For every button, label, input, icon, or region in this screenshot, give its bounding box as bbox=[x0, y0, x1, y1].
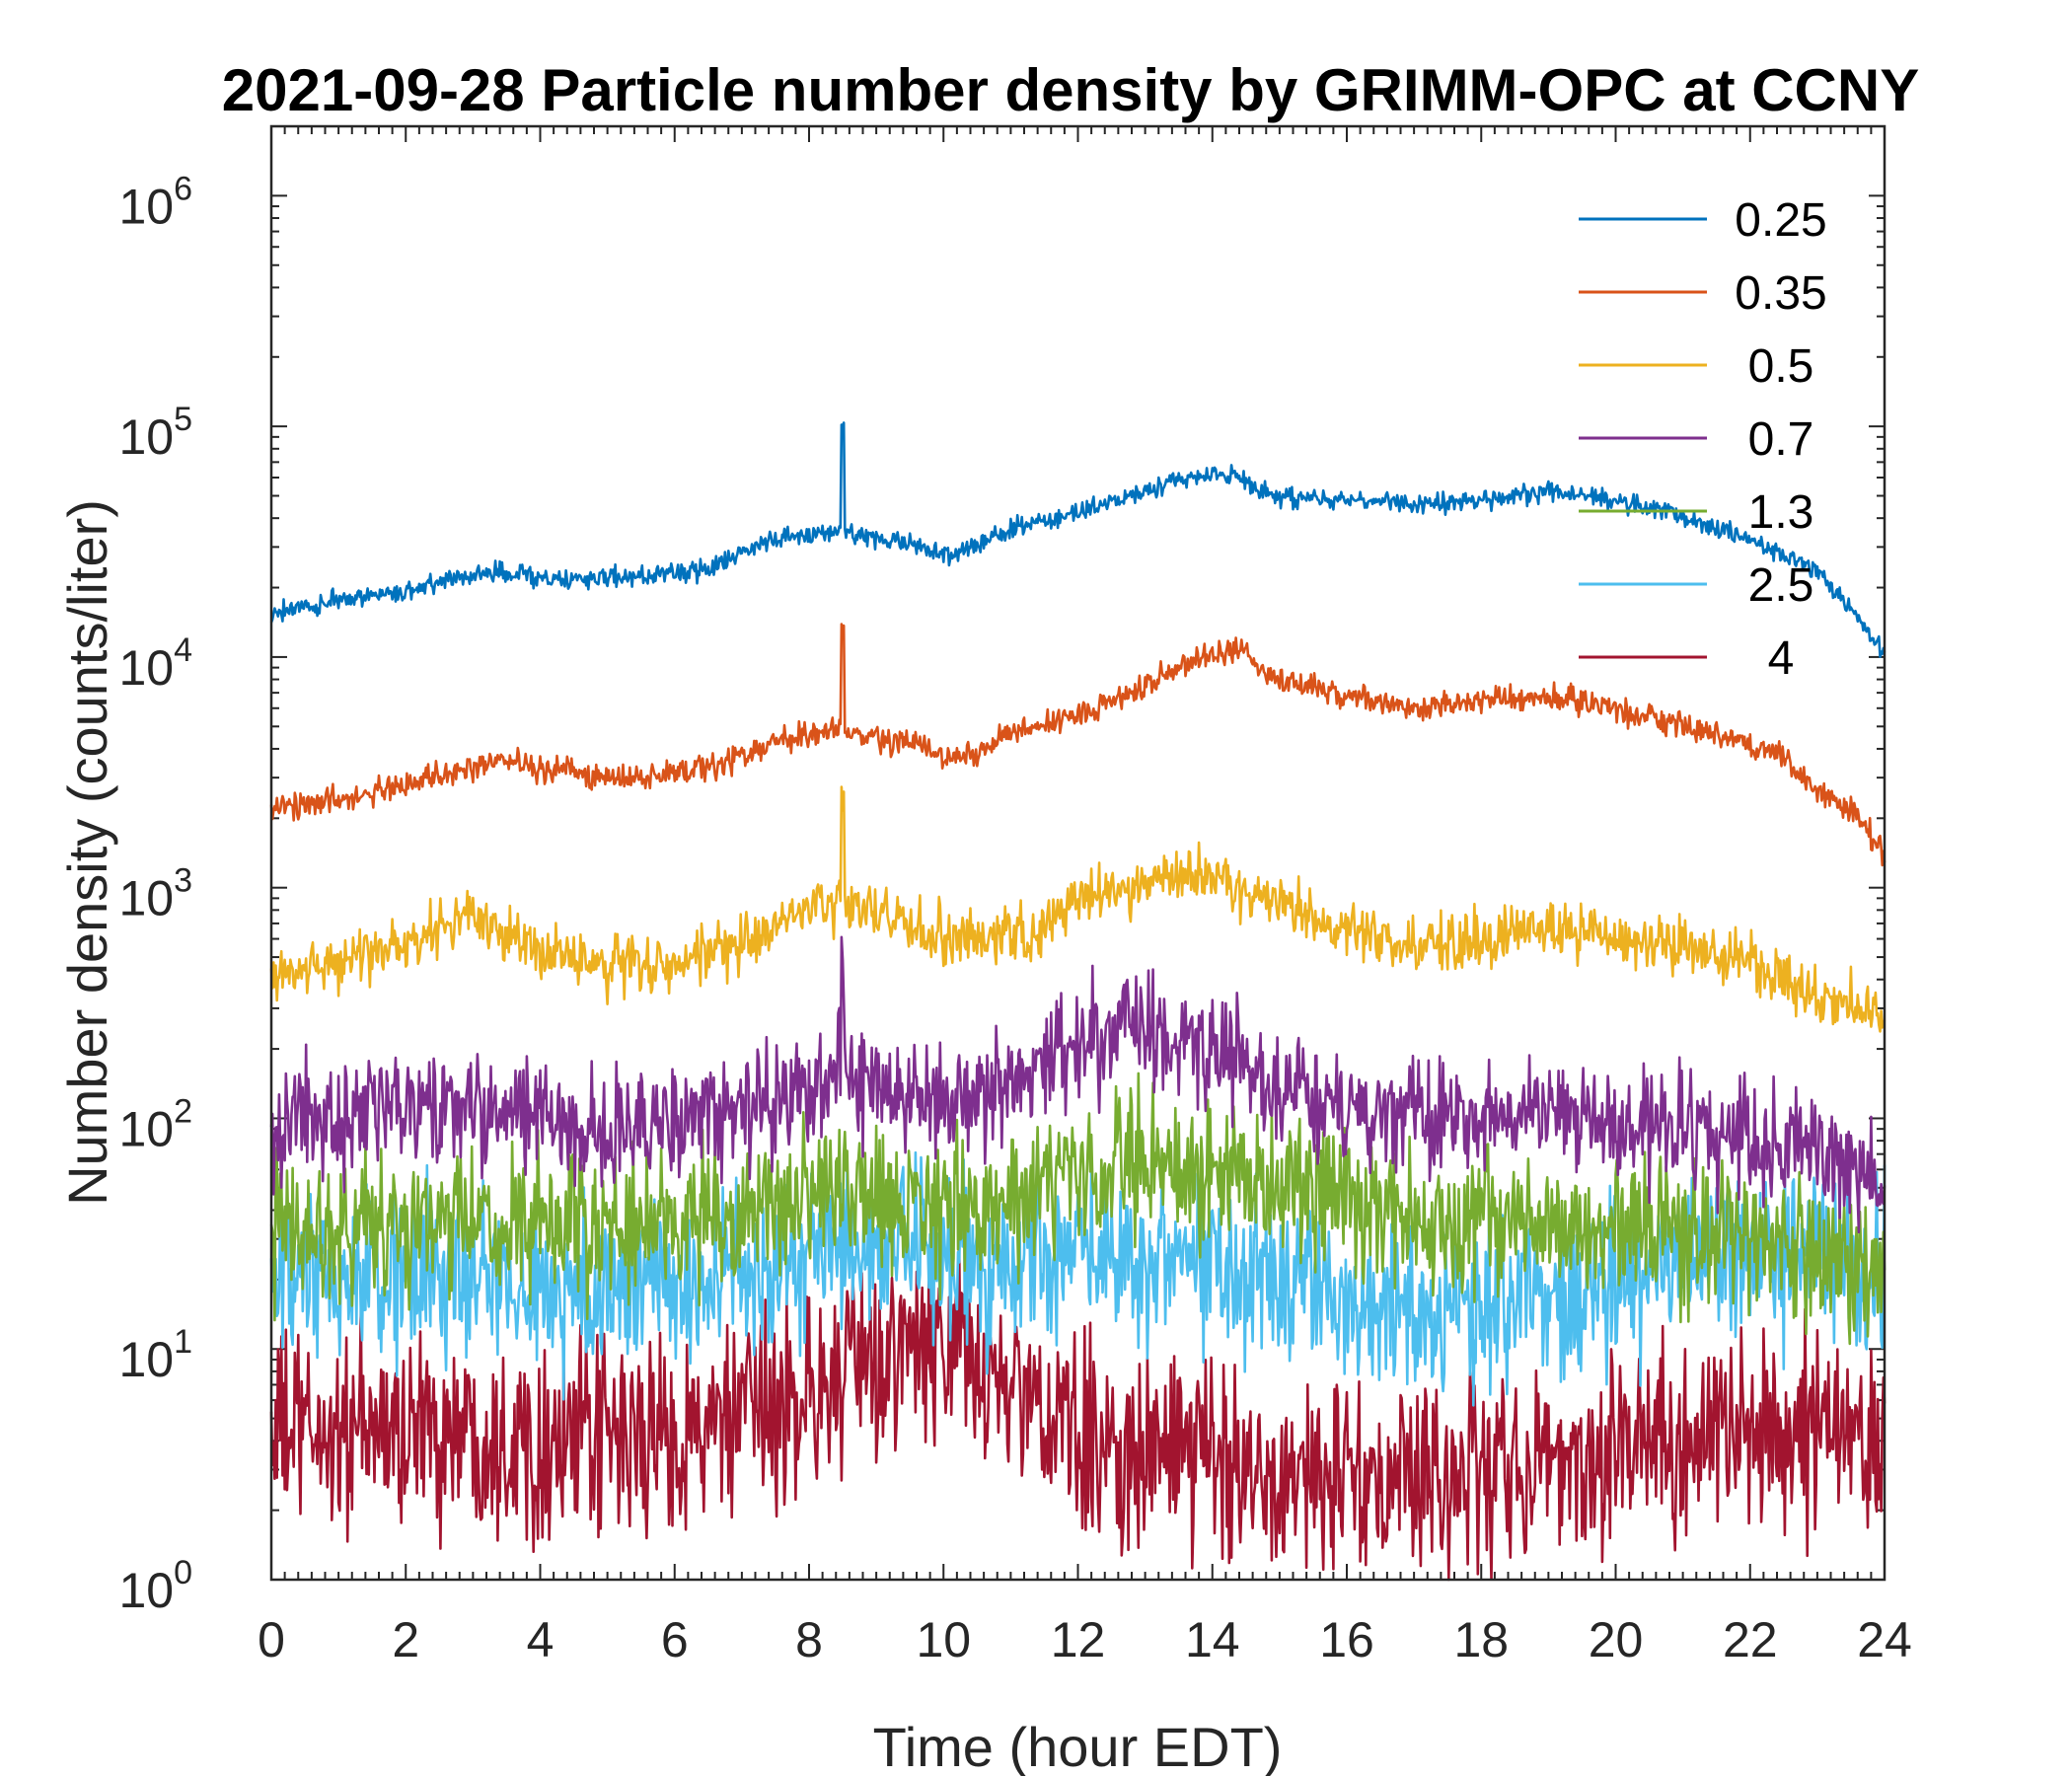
y-tick-label: 104 bbox=[118, 631, 192, 696]
y-tick-labels: 100 101 102 103 104 105 106 bbox=[118, 170, 192, 1618]
series-line-0-7 bbox=[269, 935, 1887, 1234]
series-layer bbox=[269, 421, 1887, 1582]
y-axis-label: Number density (counts/liter) bbox=[56, 499, 118, 1206]
chart-title: 2021-09-28 Particle number density by GR… bbox=[222, 57, 1920, 123]
x-tick-label: 18 bbox=[1453, 1612, 1509, 1667]
x-tick-label: 10 bbox=[916, 1612, 971, 1667]
legend-label: 2.5 bbox=[1748, 559, 1814, 612]
legend-item-1-3[interactable]: 1.3 bbox=[1579, 486, 1813, 539]
y-tick-label: 106 bbox=[118, 170, 192, 234]
legend-label: 0.7 bbox=[1748, 413, 1814, 466]
series-line-0-35 bbox=[269, 623, 1887, 867]
x-tick-label: 4 bbox=[527, 1612, 555, 1667]
legend-label: 4 bbox=[1768, 632, 1795, 685]
x-tick-label: 0 bbox=[258, 1612, 285, 1667]
legend-item-0-35[interactable]: 0.35 bbox=[1579, 267, 1827, 320]
series-line-4 bbox=[269, 1238, 1887, 1582]
x-tick-label: 6 bbox=[661, 1612, 689, 1667]
legend-label: 1.3 bbox=[1748, 486, 1814, 539]
x-tick-label: 24 bbox=[1857, 1612, 1912, 1667]
x-tick-label: 22 bbox=[1723, 1612, 1778, 1667]
y-tick-label: 100 bbox=[118, 1554, 192, 1618]
x-tick-labels: 0 2 4 6 8 10 12 14 16 18 20 22 24 bbox=[258, 1612, 1912, 1667]
legend-item-2-5[interactable]: 2.5 bbox=[1579, 559, 1813, 612]
legend-item-4[interactable]: 4 bbox=[1579, 632, 1794, 685]
x-tick-label: 2 bbox=[392, 1612, 419, 1667]
x-tick-label: 14 bbox=[1185, 1612, 1240, 1667]
y-tick-label: 105 bbox=[118, 401, 192, 465]
legend-item-0-7[interactable]: 0.7 bbox=[1579, 413, 1813, 466]
series-line-0-25 bbox=[269, 421, 1887, 658]
x-tick-label: 8 bbox=[795, 1612, 823, 1667]
series-line-1-3 bbox=[269, 1072, 1887, 1346]
y-tick-label: 102 bbox=[118, 1092, 192, 1156]
x-tick-label: 12 bbox=[1051, 1612, 1106, 1667]
series-line-0-5 bbox=[269, 785, 1887, 1033]
legend-label: 0.35 bbox=[1735, 267, 1826, 320]
y-tick-label: 103 bbox=[118, 862, 192, 926]
x-tick-label: 16 bbox=[1319, 1612, 1374, 1667]
legend-label: 0.25 bbox=[1735, 194, 1826, 247]
legend-item-0-25[interactable]: 0.25 bbox=[1579, 194, 1827, 247]
legend-item-0-5[interactable]: 0.5 bbox=[1579, 340, 1813, 393]
x-tick-label: 20 bbox=[1589, 1612, 1644, 1667]
legend[interactable]: 0.25 0.35 0.5 0.7 1.3 2.5 4 bbox=[1579, 194, 1827, 685]
y-tick-label: 101 bbox=[118, 1323, 192, 1387]
plot-frame bbox=[269, 124, 1887, 1582]
x-axis-label: Time (hour EDT) bbox=[873, 1716, 1283, 1776]
legend-label: 0.5 bbox=[1748, 340, 1814, 393]
